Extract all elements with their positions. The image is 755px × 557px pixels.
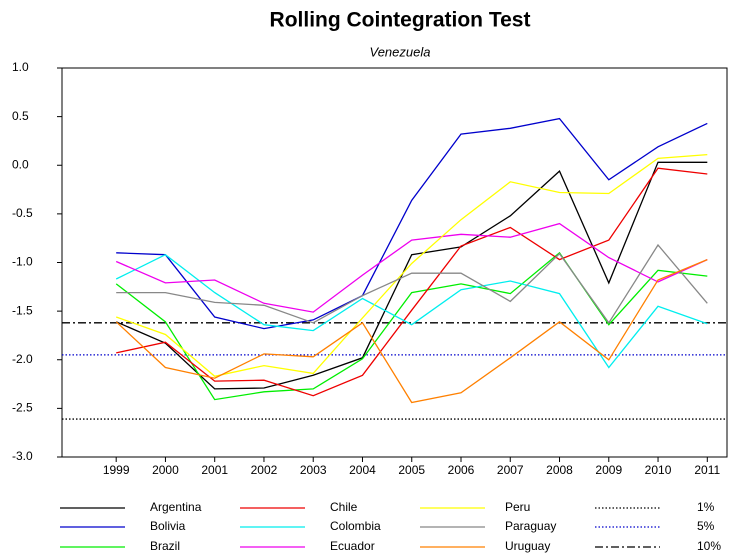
legend-label: Argentina xyxy=(150,500,202,514)
legend-label: Ecuador xyxy=(330,539,375,553)
series-line xyxy=(115,258,708,404)
x-tick-label: 2004 xyxy=(349,463,376,477)
legend-label: 1% xyxy=(697,500,715,514)
y-tick-label: 1.0 xyxy=(12,60,29,74)
x-tick-label: 2001 xyxy=(201,463,228,477)
x-tick-label: 2011 xyxy=(694,463,720,477)
legend-label: Paraguay xyxy=(505,519,556,533)
y-tick-label: -3.0 xyxy=(12,449,33,463)
chart-title: Rolling Cointegration Test xyxy=(270,9,531,32)
legend-label: Colombia xyxy=(330,519,381,533)
legend-label: Uruguay xyxy=(505,539,550,553)
x-tick-label: 2003 xyxy=(300,463,327,477)
x-tick-label: 2009 xyxy=(595,463,622,477)
x-tick-label: 2010 xyxy=(645,463,672,477)
chart-subtitle: Venezuela xyxy=(370,44,431,59)
series-line xyxy=(115,153,708,378)
y-tick-label: 0.0 xyxy=(12,157,29,171)
y-tick-label: -1.0 xyxy=(12,255,33,269)
x-tick-label: 1999 xyxy=(103,463,130,477)
legend-label: Peru xyxy=(505,500,530,514)
series-line xyxy=(115,251,708,401)
y-tick-label: -2.5 xyxy=(12,401,33,415)
y-tick-label: -1.5 xyxy=(12,303,33,317)
x-tick-label: 2002 xyxy=(251,463,278,477)
series-line xyxy=(116,243,708,324)
x-tick-label: 2005 xyxy=(398,463,425,477)
series-line xyxy=(115,222,708,313)
series-line xyxy=(116,117,708,330)
series-line xyxy=(116,167,708,397)
y-tick-label: -0.5 xyxy=(12,206,33,220)
legend-label: Bolivia xyxy=(150,519,186,533)
y-tick-label: 0.5 xyxy=(12,109,29,123)
legend-label: Brazil xyxy=(150,539,180,553)
legend-label: 10% xyxy=(697,539,721,553)
x-tick-label: 2006 xyxy=(448,463,475,477)
legend-label: Chile xyxy=(330,500,358,514)
series-line xyxy=(115,161,708,390)
x-tick-label: 2008 xyxy=(546,463,573,477)
plot-frame xyxy=(61,67,728,458)
legend-label: 5% xyxy=(697,519,715,533)
y-tick-label: -2.0 xyxy=(12,352,33,366)
x-tick-label: 2000 xyxy=(152,463,179,477)
series-line xyxy=(115,253,708,369)
x-tick-label: 2007 xyxy=(497,463,524,477)
